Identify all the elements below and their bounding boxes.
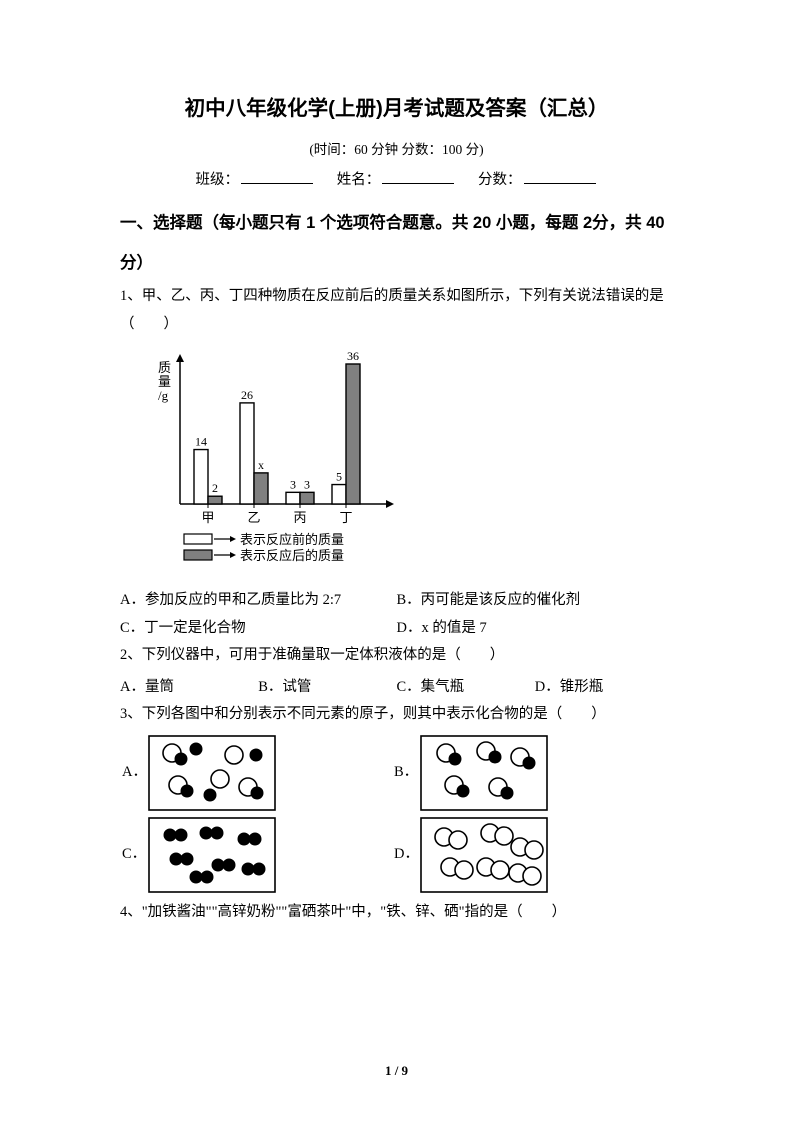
class-blank[interactable] (241, 169, 313, 184)
class-label: 班级： (196, 172, 240, 188)
q3-diagram-a (148, 735, 276, 811)
q1-opt-c: C．丁一定是化合物 (120, 615, 397, 643)
q2-options: A．量筒 B．试管 C．集气瓶 D．锥形瓶 (120, 674, 673, 702)
svg-text:乙: 乙 (247, 510, 260, 525)
svg-text:质: 质 (158, 360, 171, 375)
q3-opt-d-label: D． (392, 841, 420, 869)
q1-chart: 质量/g 14 2 甲 26 x 乙 33 丙 5 36 丁表示反应前的质量表示反应后的质量 (144, 344, 673, 579)
score-blank[interactable] (524, 169, 596, 184)
svg-text:量: 量 (158, 374, 171, 389)
svg-text:2: 2 (212, 482, 218, 496)
q2-opt-d: D．锥形瓶 (535, 674, 673, 702)
q1-opt-b: B．丙可能是该反应的催化剂 (397, 587, 674, 615)
svg-text:5: 5 (336, 470, 342, 484)
q2-opt-c: C．集气瓶 (397, 674, 535, 702)
q2-opt-b: B．试管 (258, 674, 396, 702)
svg-text:丙: 丙 (293, 510, 306, 525)
name-label: 姓名： (337, 172, 381, 188)
q1-text: 1、甲、乙、丙、丁四种物质在反应前后的质量关系如图所示，下列有关说法错误的是（ … (120, 283, 673, 338)
svg-text:x: x (258, 458, 264, 472)
svg-text:/g: /g (158, 388, 169, 403)
q2-text: 2、下列仪器中，可用于准确量取一定体积液体的是（ ） (120, 642, 673, 670)
q3-diagram-c (148, 817, 276, 893)
q4-text: 4、"加铁酱油""高锌奶粉""富硒茶叶"中，"铁、锌、硒"指的是（ ） (120, 899, 673, 927)
score-label: 分数： (478, 172, 522, 188)
q2-opt-a: A．量筒 (120, 674, 258, 702)
name-blank[interactable] (382, 169, 454, 184)
svg-text:36: 36 (347, 349, 359, 363)
q3-opt-c-label: C． (120, 841, 148, 869)
q3-opt-b-label: B． (392, 759, 420, 787)
svg-text:甲: 甲 (201, 510, 214, 525)
page-number: 1 / 9 (0, 1059, 793, 1084)
q1-opt-a: A．参加反应的甲和乙质量比为 2:7 (120, 587, 397, 615)
svg-text:表示反应前的质量: 表示反应前的质量 (240, 532, 344, 547)
q3-row-1: A． B． (120, 735, 673, 811)
q3-text: 3、下列各图中和分别表示不同元素的原子，则其中表示化合物的是（ ） (120, 701, 673, 729)
q3-row-2: C． D． (120, 817, 673, 893)
q3-opt-a-label: A． (120, 759, 148, 787)
section-1-heading: 一、选择题（每小题只有 1 个选项符合题意。共 20 小题，每题 2分，共 40… (120, 204, 673, 283)
svg-text:26: 26 (241, 388, 253, 402)
svg-text:14: 14 (195, 435, 207, 449)
q1-options: A．参加反应的甲和乙质量比为 2:7 B．丙可能是该反应的催化剂 C．丁一定是化… (120, 587, 673, 642)
page-title: 初中八年级化学(上册)月考试题及答案（汇总） (120, 90, 673, 129)
q1-opt-d: D．x 的值是 7 (397, 615, 674, 643)
svg-text:3: 3 (290, 478, 296, 492)
subtitle: (时间：60 分钟 分数：100 分) (120, 137, 673, 163)
svg-text:3: 3 (304, 478, 310, 492)
student-info-row: 班级： 姓名： 分数： (120, 167, 673, 195)
q3-diagram-d (420, 817, 548, 893)
q3-diagram-b (420, 735, 548, 811)
svg-text:表示反应后的质量: 表示反应后的质量 (240, 548, 344, 563)
svg-text:丁: 丁 (339, 510, 352, 525)
